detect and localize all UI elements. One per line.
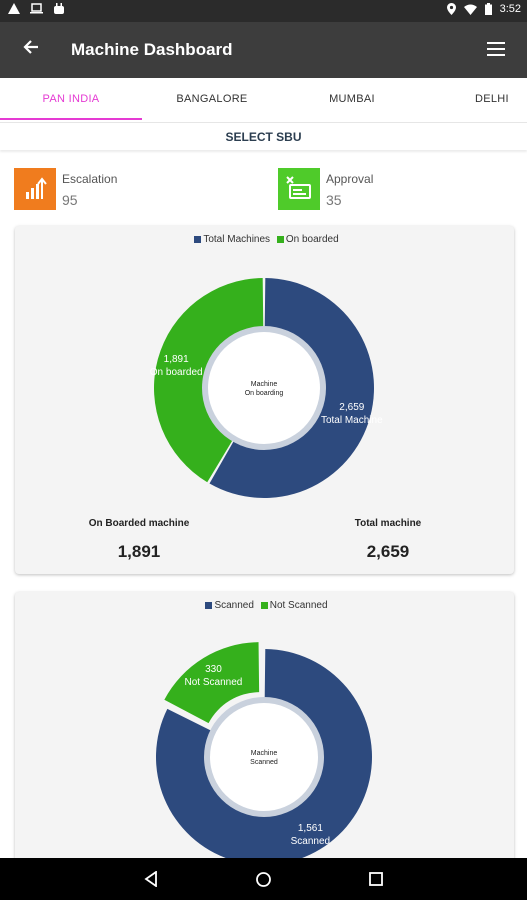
total-machine-label: Total machine [354,518,422,529]
onboarded-machine-value: 1,891 [117,542,161,561]
scanned-donut-chart[interactable]: Machine Scanned 1,561 Scanned 330 Not Sc… [15,592,514,892]
select-sbu-button[interactable]: SELECT SBU [0,124,527,150]
approval-count: 35 [326,192,342,208]
hamburger-menu-icon[interactable] [487,42,505,60]
wifi-icon [463,4,477,15]
legend-swatch-onboarded [276,235,284,243]
onboarding-chart-card: Total Machines On boarded Machine On boa… [15,226,514,574]
approval-label: Approval [326,172,374,186]
onboarding-legend: Total Machines On boarded [15,234,514,245]
recents-nav-icon[interactable] [369,872,383,886]
tab-pan-india[interactable]: PAN INDIA [42,93,100,105]
system-nav-bar [0,858,527,900]
slice-onboarded-name-label: On boarded [150,367,203,378]
legend-label-not-scanned: Not Scanned [269,600,328,611]
approval-kpi[interactable]: Approval 35 [278,168,518,214]
escalation-label: Escalation [62,172,118,186]
legend-swatch-scanned [205,601,213,609]
slice-not-scanned-value-label: 330 [205,664,222,675]
status-bar: 3:52 [0,0,527,22]
center-label-line1: Machine [251,750,278,757]
tab-mumbai[interactable]: MUMBAI [329,93,375,105]
back-nav-icon[interactable] [143,871,159,887]
sbu-tabs: PAN INDIA BANGALORE MUMBAI DELHI [0,78,527,123]
total-machine-value: 2,659 [366,542,410,561]
slice-total-value-label: 2,659 [339,402,364,413]
slice-on-boarded[interactable] [154,278,264,483]
app-bar: Machine Dashboard [0,22,527,78]
approval-icon [278,168,320,210]
tab-delhi[interactable]: DELHI [475,93,509,105]
legend-swatch-not-scanned [260,601,268,609]
onboarded-machine-label: On Boarded machine [88,518,190,529]
battery-icon [484,3,492,15]
warning-icon [8,3,20,14]
legend-label-onboarded: On boarded [285,234,339,245]
location-icon [446,3,456,15]
slice-scanned-value-label: 1,561 [298,823,323,834]
android-icon [54,3,64,14]
donut-center-hole [210,703,318,811]
escalation-icon [14,168,56,210]
back-arrow-icon[interactable] [22,38,40,60]
active-tab-indicator [0,118,142,120]
legend-label-total: Total Machines [203,234,271,245]
onboarding-donut-chart[interactable]: Machine On boarding 2,659 Total Machine … [15,226,514,516]
escalation-count: 95 [62,192,78,208]
scanned-legend: Scanned Not Scanned [15,600,514,611]
legend-swatch-total [194,235,202,243]
tab-bangalore[interactable]: BANGALORE [176,93,248,105]
center-label-line2: Scanned [250,759,278,766]
legend-label-scanned: Scanned [214,600,254,611]
slice-total-name-label: Total Machine [321,415,383,426]
laptop-icon [30,3,43,14]
clock: 3:52 [499,3,521,15]
slice-not-scanned-name-label: Not Scanned [185,677,243,688]
slice-onboarded-value-label: 1,891 [164,354,189,365]
scanned-chart-card: Scanned Not Scanned Machine Scanned 1,56… [15,592,514,892]
slice-scanned-name-label: Scanned [291,836,330,847]
escalation-kpi[interactable]: Escalation 95 [14,168,254,214]
donut-center-hole [208,332,320,444]
slice-total-machines[interactable] [209,278,374,498]
slice-not-scanned[interactable] [164,642,260,724]
home-nav-icon[interactable] [255,871,272,888]
page-title: Machine Dashboard [71,40,233,59]
slice-scanned[interactable] [156,649,372,865]
center-label-line1: Machine [251,381,278,388]
center-label-line2: On boarding [245,390,284,397]
